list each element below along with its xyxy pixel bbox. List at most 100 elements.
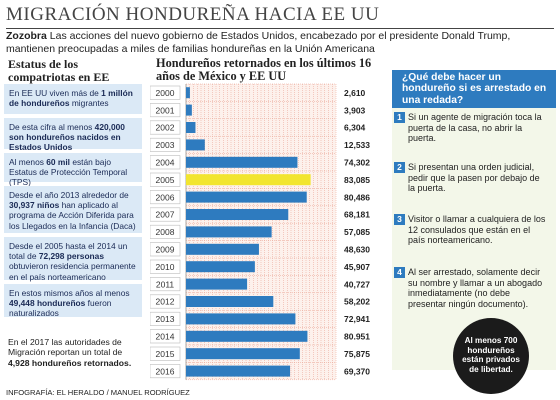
year-label: 2005 — [156, 175, 175, 185]
status-box-highlight: 30,937 niños — [9, 200, 60, 211]
value-label: 74,302 — [344, 158, 370, 168]
value-label-bg — [340, 260, 382, 273]
value-label: 2,610 — [344, 88, 366, 98]
status-box: Desde el 2005 hasta el 2014 un total de … — [4, 237, 142, 282]
year-label-box — [150, 346, 181, 361]
value-label-bg — [340, 295, 382, 308]
year-label-box — [150, 329, 181, 344]
step-number: 4 — [394, 267, 405, 278]
year-label-box — [150, 242, 181, 257]
year-label-box — [150, 224, 181, 239]
year-label-box — [150, 277, 181, 292]
year-label: 2002 — [156, 123, 175, 133]
value-label: 75,875 — [344, 349, 370, 359]
infographic-credit: INFOGRAFÍA: EL HERALDO / MANUEL RODRÍGUE… — [6, 388, 190, 397]
step-number: 3 — [394, 214, 405, 225]
year-label-box — [150, 172, 181, 187]
status-box-highlight: 72,298 personas — [38, 251, 104, 262]
status-box-highlight: 60 mil — [46, 157, 70, 167]
bar — [186, 278, 248, 290]
year-label: 2000 — [156, 88, 175, 98]
returnees-bar-chart: 2000 2,610 2001 3,903 2002 6,304 2003 12,533 200… — [150, 83, 382, 381]
year-label: 2011 — [156, 279, 175, 289]
bar — [186, 156, 298, 168]
value-label: 45,907 — [344, 262, 370, 272]
year-label-box — [150, 190, 181, 205]
value-label: 12,533 — [344, 140, 370, 150]
year-label: 2006 — [156, 192, 175, 202]
advice-step: 4 Al ser arrestado, solamente decir su no… — [394, 267, 552, 309]
value-label: 83,085 — [344, 175, 370, 185]
value-label-bg — [340, 138, 382, 152]
status-box-text: De esta cifra al menos — [9, 122, 95, 132]
bar — [186, 104, 192, 116]
year-label-box — [150, 120, 181, 135]
year-label: 2012 — [156, 297, 175, 307]
right-panel — [392, 70, 556, 370]
value-label-bg — [340, 103, 382, 117]
right-panel-title: ¿Qué debe hacer un hondureño si es arres… — [392, 70, 556, 108]
value-label: 68,181 — [344, 210, 370, 220]
bar — [186, 226, 272, 238]
intro-body: Las acciones del nuevo gobierno de Estad… — [6, 30, 511, 55]
step-number: 2 — [394, 162, 405, 173]
intro-text: Zozobra Las acciones del nuevo gobierno … — [6, 30, 554, 56]
year-label-box — [150, 311, 181, 326]
year-label-box — [150, 103, 181, 118]
status-box-highlight: 420,000 son hondureños nacidos en Estado… — [9, 122, 125, 153]
year-label: 2016 — [156, 366, 175, 376]
bar — [186, 122, 196, 133]
year-label: 2014 — [156, 332, 175, 342]
step-text: Si presentan una orden judicial, pedir q… — [408, 162, 540, 194]
value-label-bg — [340, 208, 382, 221]
detained-badge: Al menos 700 hondureños están privados d… — [453, 318, 529, 394]
status-box-text: Al menos — [9, 157, 47, 167]
intro-byline: Zozobra — [6, 30, 47, 42]
status-box-text: fueron naturalizados — [9, 298, 112, 319]
year-label-box — [150, 294, 181, 309]
year-label-box — [150, 259, 181, 274]
bar — [186, 261, 255, 273]
status-box: Desde el año 2013 alrededor de 30,937 ni… — [4, 186, 142, 233]
advice-step: 3 Visitor o llamar a cualquiera de los 12… — [394, 214, 552, 246]
step-text: Visitor o llamar a cualquiera de los 12 … — [408, 214, 546, 246]
value-label-bg — [340, 86, 382, 99]
status-box: En estos mismos años al menos 49,448 hon… — [4, 284, 142, 319]
value-label-bg — [340, 277, 382, 291]
year-label: 2015 — [156, 349, 175, 359]
year-label: 2003 — [156, 140, 175, 150]
status-box-text: migrantes — [69, 98, 109, 109]
value-label: 58,202 — [344, 297, 370, 307]
left-panel-footer: En el 2017 las autoridades de Migración … — [8, 337, 143, 368]
value-label: 48,630 — [344, 245, 370, 255]
value-label-bg — [340, 312, 382, 326]
value-label: 80.951 — [344, 332, 370, 342]
year-label: 2001 — [156, 105, 175, 115]
status-box-text: Desde el 2005 hasta el 2014 un total de — [9, 241, 128, 262]
status-box-text: obtuvieron residencia permanente en el p… — [9, 261, 136, 282]
status-box-text: han aplicado al programa de Acción Difer… — [9, 200, 136, 231]
chart-title: Hondureños retornados en los últimos 16 … — [156, 56, 372, 83]
status-box-text: están bajo Estatus de Protección Tempora… — [9, 157, 128, 188]
value-label: 69,370 — [344, 366, 370, 376]
status-box-text: Desde el año 2013 alrededor de — [9, 190, 129, 200]
status-box: Al menos 60 mil están bajo Estatus de Pr… — [4, 153, 142, 187]
year-label: 2008 — [156, 227, 175, 237]
status-box-text: En EE UU viven más de — [9, 88, 102, 98]
value-label: 57,085 — [344, 227, 370, 237]
year-label: 2009 — [156, 245, 175, 255]
year-label: 2013 — [156, 314, 175, 324]
value-label: 40,727 — [344, 279, 370, 289]
year-label-box — [150, 155, 181, 170]
year-label-box — [150, 137, 181, 152]
bar — [186, 191, 307, 203]
year-label: 2007 — [156, 210, 175, 220]
value-label-bg — [340, 225, 382, 239]
status-box-highlight: 1 millón de hondureños — [9, 88, 133, 109]
bar — [186, 174, 311, 186]
value-label-bg — [340, 173, 382, 186]
status-box-highlight: 49,448 hondureños — [9, 298, 86, 309]
step-text: Al ser arrestado, solamente decir su nom… — [408, 267, 543, 309]
step-text: Si un agente de migración toca la puerta… — [408, 112, 542, 144]
advice-step: 1 Si un agente de migración toca la puert… — [394, 112, 552, 144]
